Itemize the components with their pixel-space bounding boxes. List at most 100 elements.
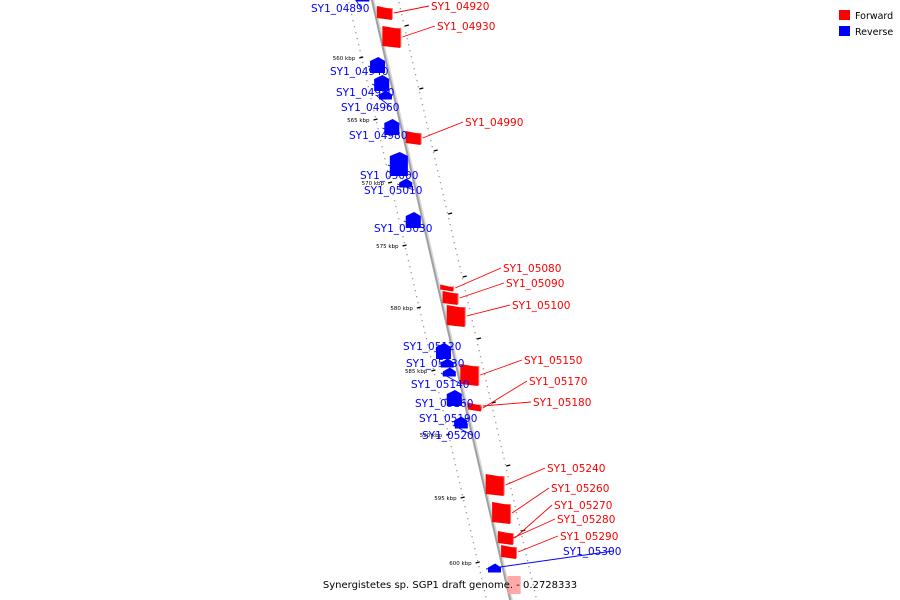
gene-label[interactable]: SY1_05000 bbox=[360, 170, 418, 182]
gene-label[interactable]: SY1_04980 bbox=[349, 130, 407, 142]
gene-feature[interactable] bbox=[501, 545, 518, 559]
forward-rail-dot bbox=[492, 410, 494, 412]
gene-feature[interactable] bbox=[384, 119, 400, 135]
gene-feature[interactable] bbox=[442, 367, 456, 377]
gene-feature[interactable] bbox=[440, 284, 455, 292]
gene-feature[interactable] bbox=[497, 534, 512, 542]
forward-rail-dot bbox=[449, 224, 451, 226]
gene-label[interactable]: SY1_05010 bbox=[364, 185, 422, 197]
forward-rail-dot bbox=[482, 368, 484, 370]
gene-connector bbox=[485, 550, 614, 570]
gene-arrow bbox=[446, 305, 465, 327]
gene-feature[interactable] bbox=[378, 90, 392, 100]
reverse-rail-dot bbox=[475, 554, 477, 556]
gene-feature[interactable] bbox=[356, 0, 370, 2]
gene-arrow-face bbox=[384, 123, 389, 134]
gene-feature[interactable] bbox=[442, 291, 459, 305]
gene-label[interactable]: SY1_04960 bbox=[341, 102, 399, 114]
gene-connector bbox=[376, 95, 392, 108]
gene-connector bbox=[387, 164, 411, 176]
gene-connector bbox=[459, 282, 505, 299]
reverse-rail-dot bbox=[427, 344, 429, 346]
gene-label[interactable]: SY1_04930 bbox=[437, 21, 495, 33]
gene-feature[interactable] bbox=[435, 343, 451, 359]
gene-feature[interactable] bbox=[376, 6, 393, 20]
reverse-rail-dot bbox=[439, 398, 441, 400]
gene-feature[interactable] bbox=[492, 502, 512, 524]
gene-label[interactable]: SY1_04890 bbox=[311, 3, 369, 15]
forward-rail-dot bbox=[518, 524, 520, 526]
reverse-rail-dot bbox=[465, 512, 468, 514]
gene-feature[interactable] bbox=[446, 305, 466, 327]
gene-feature[interactable] bbox=[460, 364, 480, 386]
forward-rail-dot bbox=[531, 578, 533, 580]
gene-feature[interactable] bbox=[382, 26, 402, 48]
gene-label[interactable]: SY1_05150 bbox=[524, 355, 582, 367]
forward-rail-dot bbox=[508, 482, 511, 484]
gene-label[interactable]: SY1_05200 bbox=[422, 430, 480, 442]
gene-connector bbox=[402, 25, 436, 38]
forward-rail-dot bbox=[428, 134, 431, 136]
gene-label[interactable]: SY1_04920 bbox=[431, 1, 489, 13]
gene-label[interactable]: SY1_05190 bbox=[419, 413, 477, 425]
gene-feature[interactable] bbox=[405, 131, 422, 145]
gene-label[interactable]: SY1_05160 bbox=[415, 398, 473, 410]
minor-tick bbox=[506, 464, 511, 467]
forward-rail-dot bbox=[453, 242, 455, 244]
gene-label[interactable]: SY1_05240 bbox=[547, 463, 605, 475]
gene-label[interactable]: SY1_05280 bbox=[557, 514, 615, 526]
gene-feature[interactable] bbox=[454, 419, 468, 429]
gene-feature[interactable] bbox=[467, 402, 482, 410]
reverse-rail-dot bbox=[443, 416, 446, 418]
gene-feature[interactable] bbox=[399, 178, 413, 188]
gene-label[interactable]: SY1_05030 bbox=[374, 223, 432, 235]
reverse-rail-dot bbox=[403, 242, 405, 244]
forward-rail-dot bbox=[532, 584, 534, 586]
forward-rail-dot bbox=[407, 44, 410, 46]
gene-label[interactable]: SY1_05270 bbox=[554, 500, 612, 512]
tick-mark bbox=[460, 496, 465, 499]
gene-label[interactable]: SY1_04950 bbox=[336, 87, 394, 99]
gene-arrow-face bbox=[506, 536, 512, 541]
forward-rail-dot bbox=[497, 434, 500, 436]
forward-rail-dot bbox=[425, 122, 428, 124]
gene-label[interactable]: SY1_05130 bbox=[406, 358, 464, 370]
gene-arrow bbox=[389, 152, 408, 176]
gene-label[interactable]: SY1_04990 bbox=[465, 117, 523, 129]
gene-label[interactable]: SY1_05260 bbox=[551, 483, 609, 495]
gene-feature[interactable] bbox=[485, 474, 505, 496]
gene-feature[interactable] bbox=[440, 358, 454, 368]
forward-rail-dot bbox=[441, 188, 443, 190]
gene-label[interactable]: SY1_05300 bbox=[563, 546, 621, 558]
forward-rail-dot bbox=[468, 308, 471, 310]
gene-feature[interactable] bbox=[389, 152, 408, 176]
reverse-rail-dot bbox=[395, 206, 397, 208]
reverse-rail-dot bbox=[424, 332, 426, 334]
gene-label[interactable]: SY1_05290 bbox=[560, 531, 618, 543]
reverse-rail-dot bbox=[407, 260, 410, 262]
gene-label[interactable]: SY1_05170 bbox=[529, 376, 587, 388]
forward-rail-dot bbox=[401, 14, 403, 16]
gene-label[interactable]: SY1_05140 bbox=[411, 379, 469, 391]
reverse-rail-dot bbox=[348, 2, 350, 4]
gene-label[interactable]: SY1_05100 bbox=[512, 300, 570, 312]
gene-feature[interactable] bbox=[370, 57, 386, 73]
tick-layer: 560 kbp 565 kbp 570 kbp 575 kbp 580 kbp 585 k… bbox=[333, 24, 526, 567]
gene-arrow-face bbox=[512, 547, 518, 558]
gene-label[interactable]: SY1_05090 bbox=[506, 278, 564, 290]
reverse-rail-dot bbox=[409, 266, 411, 268]
forward-rail-dot bbox=[533, 590, 536, 592]
legend-forward-swatch bbox=[839, 10, 850, 20]
gene-label[interactable]: SY1_05120 bbox=[403, 341, 461, 353]
gene-label[interactable]: SY1_05080 bbox=[503, 263, 561, 275]
gene-layer bbox=[356, 0, 521, 594]
forward-rail-dot bbox=[507, 476, 509, 478]
reverse-rail-dot bbox=[411, 278, 414, 280]
gene-arrow-face bbox=[499, 476, 505, 495]
gene-feature[interactable] bbox=[405, 212, 421, 228]
gene-label[interactable]: SY1_04940 bbox=[330, 66, 388, 78]
gene-label[interactable]: SY1_05180 bbox=[533, 397, 591, 409]
gene-arrow-face bbox=[453, 293, 459, 304]
forward-rail-dot bbox=[522, 542, 525, 544]
forward-rail-dot bbox=[499, 440, 501, 442]
